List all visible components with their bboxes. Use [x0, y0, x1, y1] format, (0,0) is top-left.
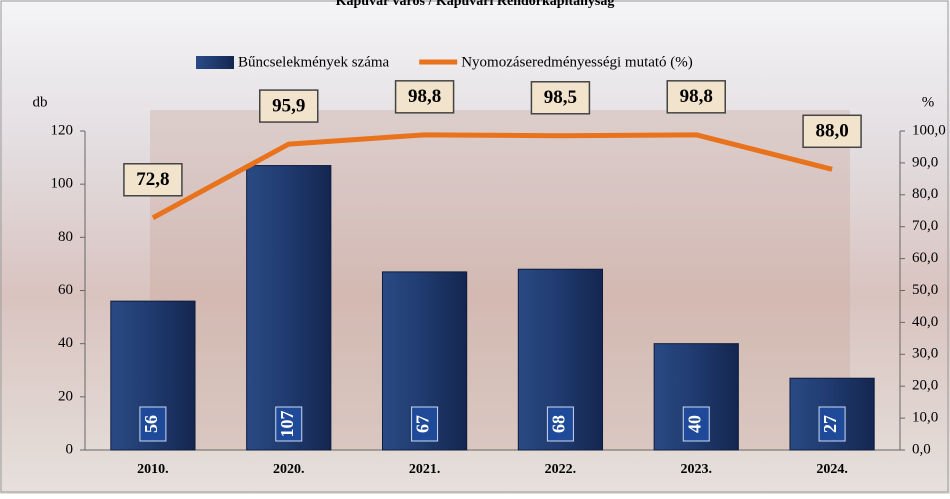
- y2-tick-label: 0,0: [912, 441, 931, 457]
- line-value-label: 72,8: [136, 169, 169, 190]
- y2-tick-label: 100,0: [912, 122, 946, 138]
- legend-label: Bűncselekmények száma: [238, 54, 390, 70]
- y2-tick-label: 40,0: [912, 314, 938, 330]
- y-tick-label: 40: [58, 335, 73, 351]
- y-tick-label: 80: [58, 229, 73, 245]
- y2-tick-label: 20,0: [912, 378, 938, 394]
- bar-value-label: 107: [277, 411, 297, 438]
- bar-value-label: 27: [820, 415, 840, 433]
- line-value-label: 88,0: [815, 121, 848, 142]
- y2-tick-label: 60,0: [912, 250, 938, 266]
- y2-tick-label: 50,0: [912, 282, 938, 298]
- y2-tick-label: 90,0: [912, 154, 938, 170]
- page: {"chart_data": { "type": "bar-line", "ti…: [0, 0, 950, 494]
- y-tick-label: 20: [58, 388, 73, 404]
- y2-tick-label: 80,0: [912, 186, 938, 202]
- y-tick-label: 120: [51, 122, 74, 138]
- legend-swatch: [196, 56, 234, 69]
- bar-value-label: 40: [684, 415, 704, 433]
- x-tick-label: 2010.: [137, 462, 169, 477]
- line-value-label: 95,9: [272, 95, 305, 116]
- line-value-label: 98,5: [544, 87, 577, 108]
- chart-title: Kapuvár város / Kapuvári Rendőrkapitánys…: [336, 0, 615, 9]
- bar-value-label: 68: [549, 415, 569, 433]
- x-tick-label: 2021.: [409, 462, 441, 477]
- y-tick-label: 0: [66, 441, 74, 457]
- chart: Kapuvár város / Kapuvári Rendőrkapitánys…: [0, 0, 950, 494]
- bar-value-label: 67: [413, 415, 433, 433]
- y-tick-label: 100: [51, 176, 74, 192]
- x-tick-label: 2020.: [273, 462, 305, 477]
- y2-tick-label: 30,0: [912, 346, 938, 362]
- y2-axis-title: %: [922, 94, 935, 110]
- y-axis-title: db: [33, 94, 48, 110]
- y2-tick-label: 70,0: [912, 218, 938, 234]
- line-value-label: 98,8: [408, 86, 441, 107]
- bar-value-label: 56: [141, 415, 161, 433]
- y-tick-label: 60: [58, 282, 73, 298]
- line-value-label: 98,8: [680, 86, 713, 107]
- x-tick-label: 2022.: [545, 462, 577, 477]
- legend-label: Nyomozáseredményességi mutató (%): [461, 54, 693, 70]
- x-tick-label: 2024.: [816, 462, 848, 477]
- y2-tick-label: 10,0: [912, 410, 938, 426]
- x-tick-label: 2023.: [681, 462, 713, 477]
